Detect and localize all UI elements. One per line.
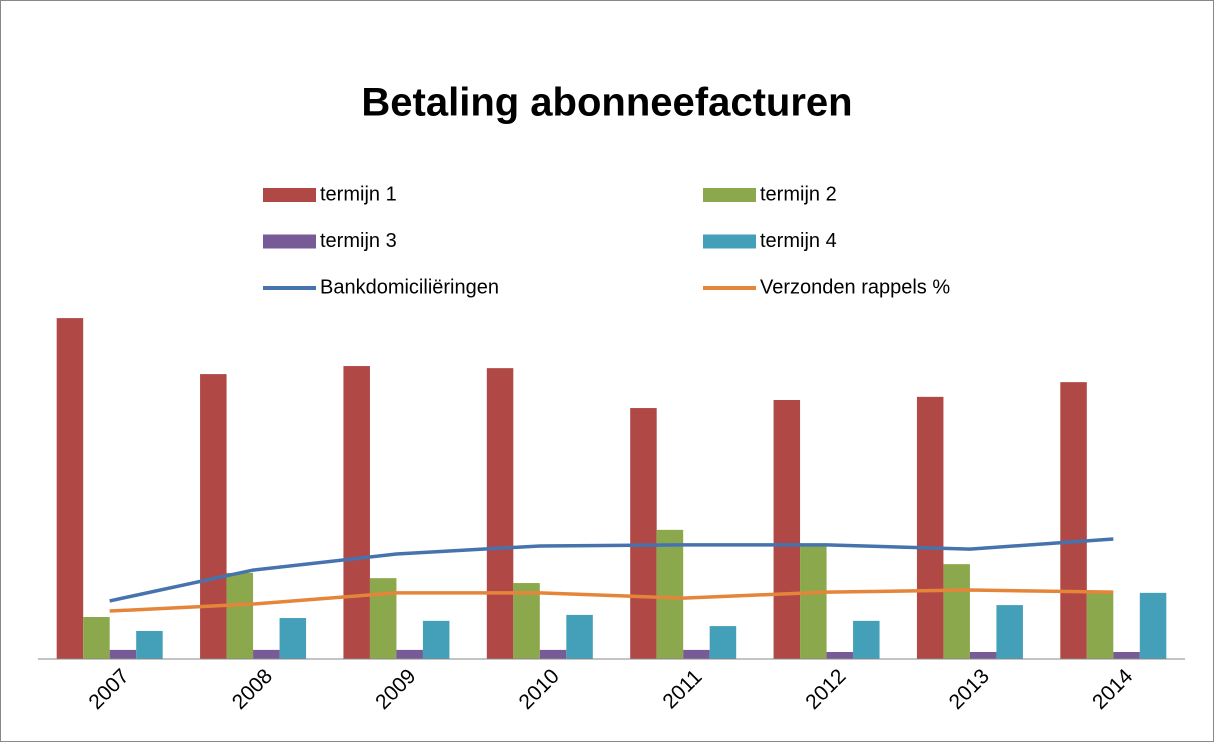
legend-swatch (703, 234, 756, 249)
bar (396, 649, 423, 659)
legend-label: termijn 1 (320, 183, 397, 205)
bar (630, 408, 657, 659)
bar (773, 400, 801, 659)
bar (969, 652, 997, 659)
bar (656, 529, 684, 659)
bar (253, 649, 280, 659)
bar (1060, 382, 1087, 659)
bar (566, 614, 593, 659)
bar (943, 564, 970, 659)
legend-label: termijn 3 (320, 230, 397, 252)
legend-swatch (703, 188, 756, 202)
bar (83, 617, 110, 659)
bar (800, 544, 827, 659)
bar (996, 605, 1023, 659)
legend-label: Verzonden rappels % (760, 276, 950, 298)
bar (200, 374, 227, 659)
chart-title: Betaling abonneefacturen (361, 81, 852, 125)
line (109, 588, 1114, 613)
bar (343, 366, 370, 659)
bar (683, 649, 710, 659)
bar (853, 620, 880, 659)
bar (826, 652, 854, 659)
legend-swatch (263, 188, 316, 202)
bar (916, 396, 944, 659)
bar (369, 578, 397, 659)
bar (539, 649, 567, 659)
bar (422, 620, 450, 659)
legend-swatch (263, 234, 316, 249)
bar (109, 649, 137, 659)
bar (709, 626, 737, 659)
bar (1139, 592, 1167, 659)
bar (136, 631, 163, 659)
line (109, 537, 1114, 603)
legend-label: termijn 2 (760, 183, 837, 205)
bar (1113, 652, 1140, 659)
legend-label: Bankdomiciliëringen (320, 276, 499, 298)
bar (1086, 592, 1114, 659)
bar (513, 583, 540, 659)
bar (486, 368, 514, 659)
bar (56, 318, 84, 659)
legend-label: termijn 4 (760, 230, 837, 252)
bar (279, 618, 307, 659)
bar (226, 572, 254, 659)
